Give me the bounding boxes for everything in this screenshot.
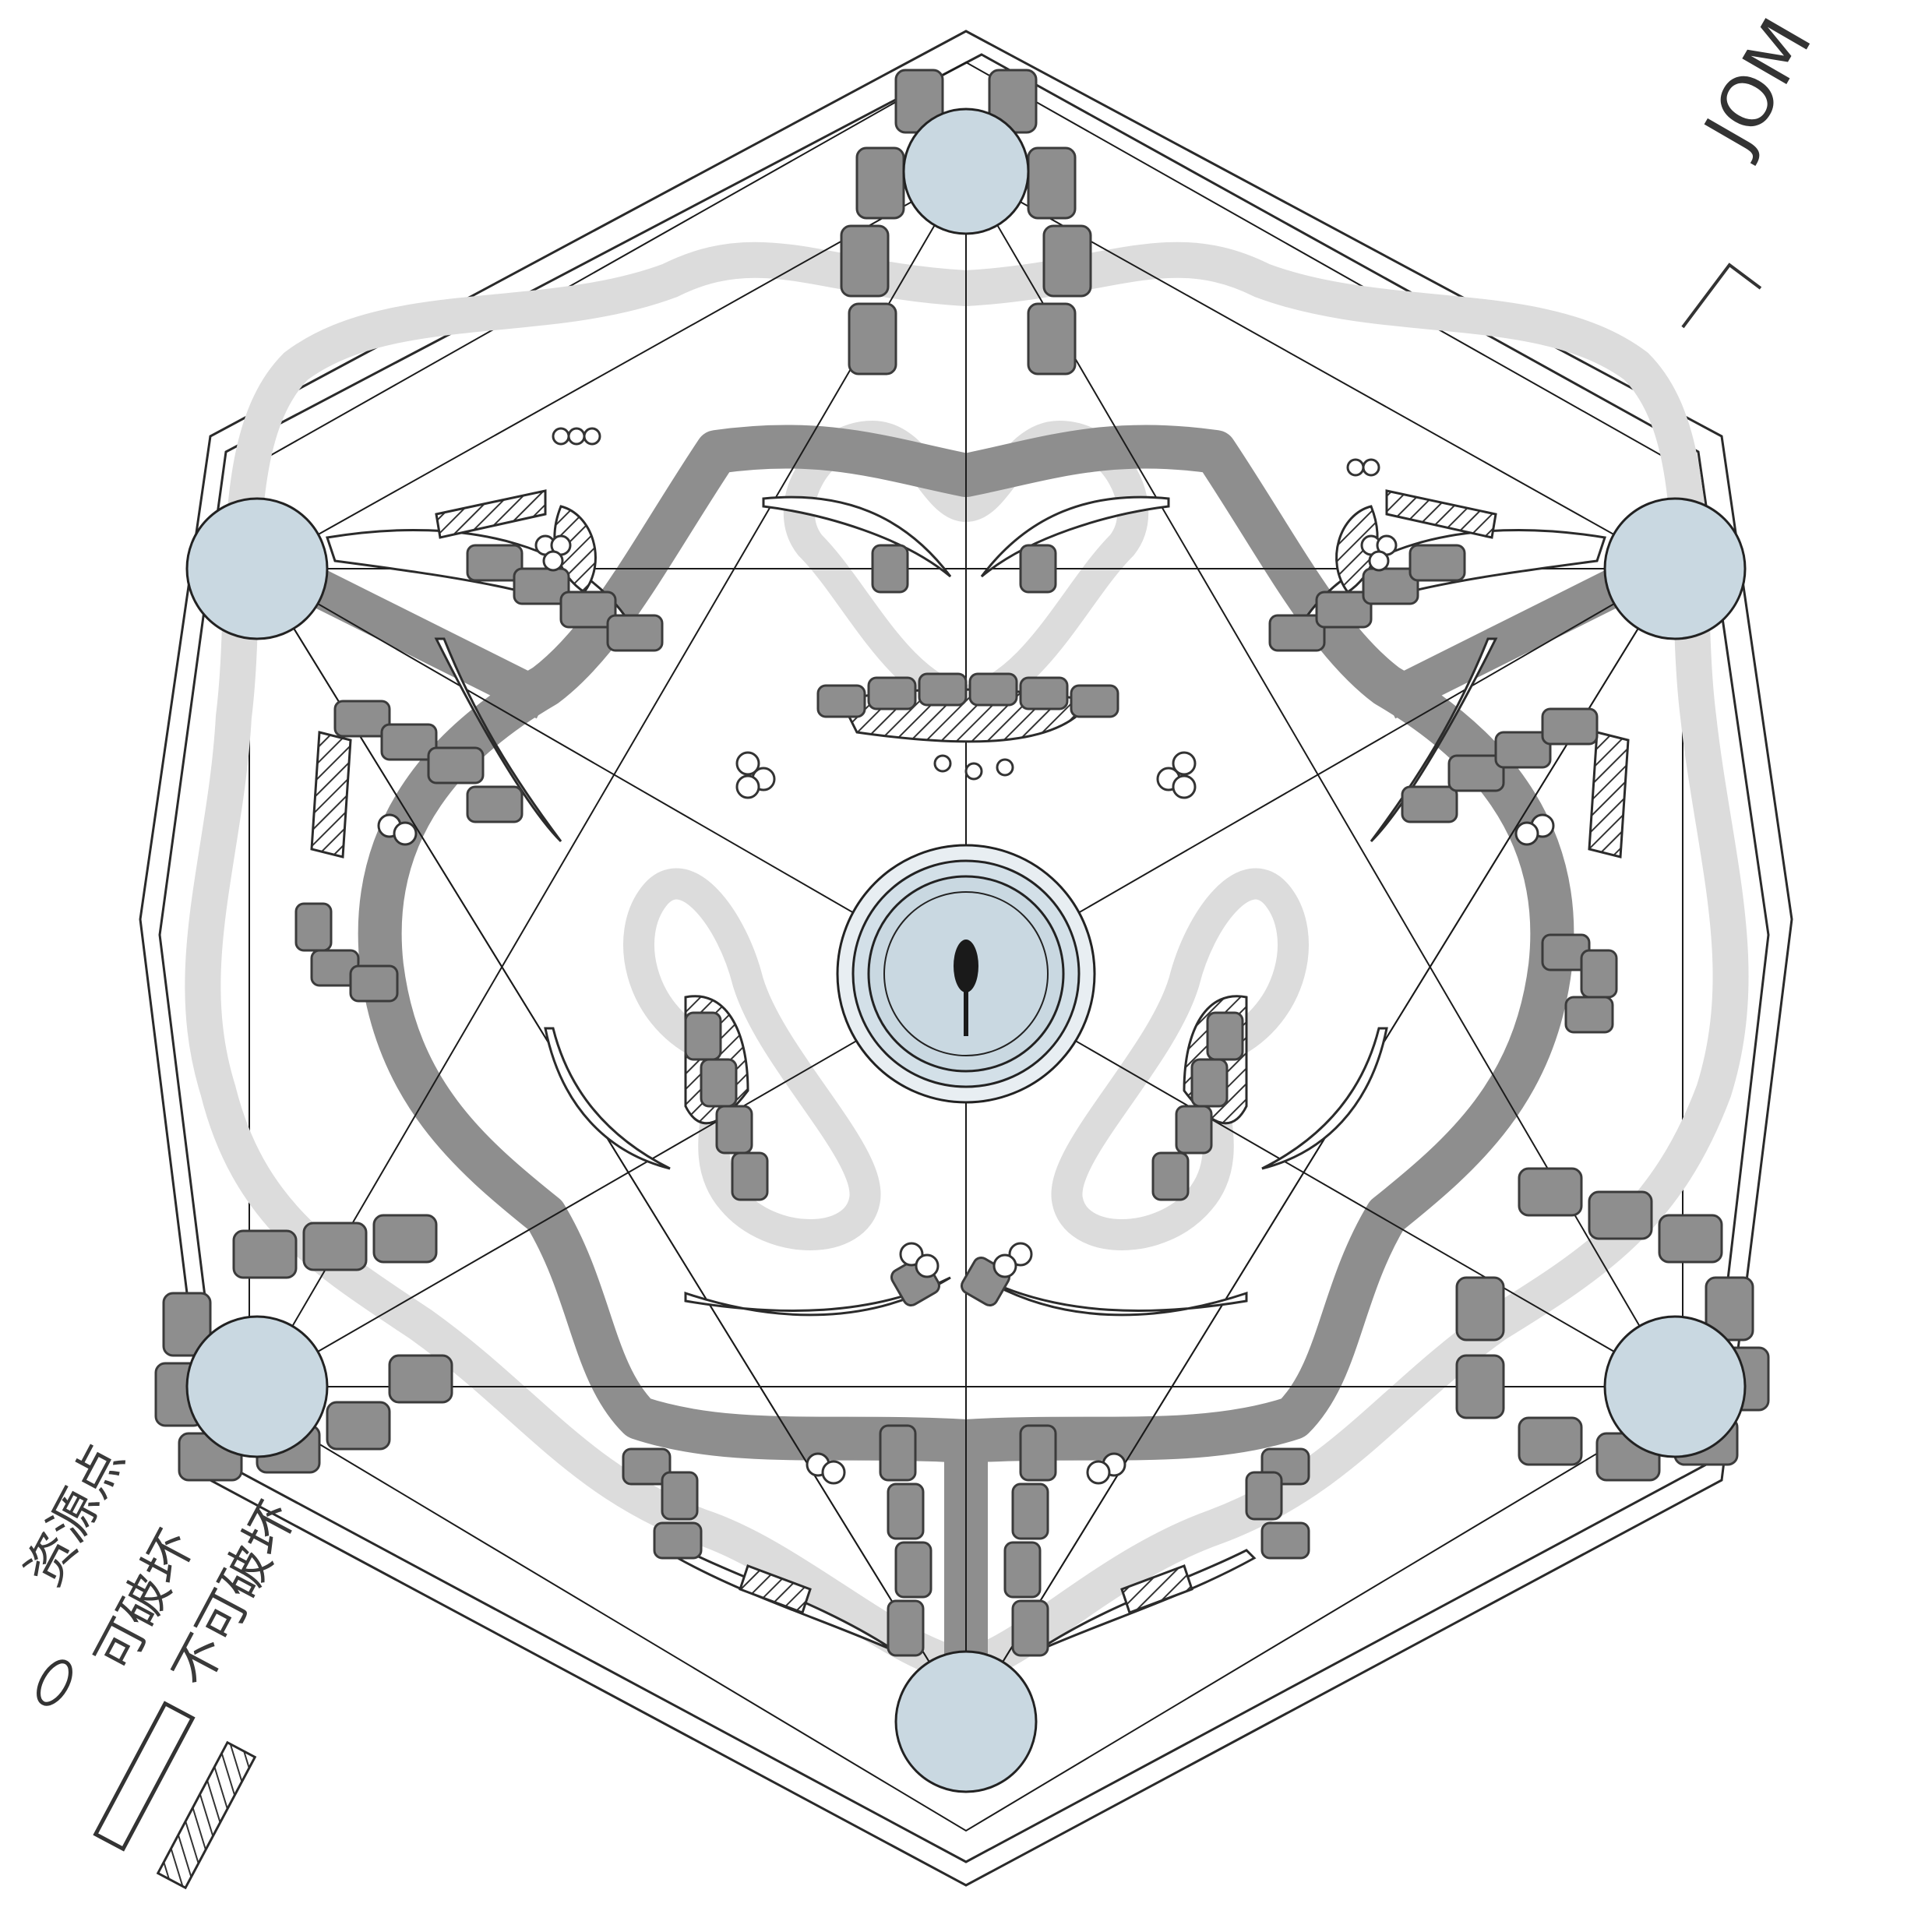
corner-bases [185, 108, 1747, 1793]
legend-resource-label: 资源点 [15, 1436, 136, 1595]
author-signature: JOM [1681, 5, 1828, 329]
legend-destructible-icon [93, 1701, 196, 1852]
base-lower-left [185, 1315, 329, 1458]
legend-indestructible-label: 不可破坏 [163, 1493, 308, 1697]
svg-text:JOM: JOM [1687, 5, 1828, 167]
base-bottom [894, 1650, 1038, 1793]
base-top [902, 108, 1030, 235]
base-upper-right [1603, 497, 1747, 640]
base-upper-left [185, 497, 329, 640]
legend: 资源点 可破坏 不可破坏 [15, 1436, 308, 1890]
resource-points [377, 427, 1555, 1485]
legend-indestructible-icon [156, 1740, 257, 1890]
main-base [836, 844, 1096, 1104]
unit-icon [954, 940, 978, 992]
base-lower-right [1603, 1315, 1747, 1458]
rock-walls [154, 69, 1770, 1657]
legend-resource-icon [37, 1659, 72, 1706]
